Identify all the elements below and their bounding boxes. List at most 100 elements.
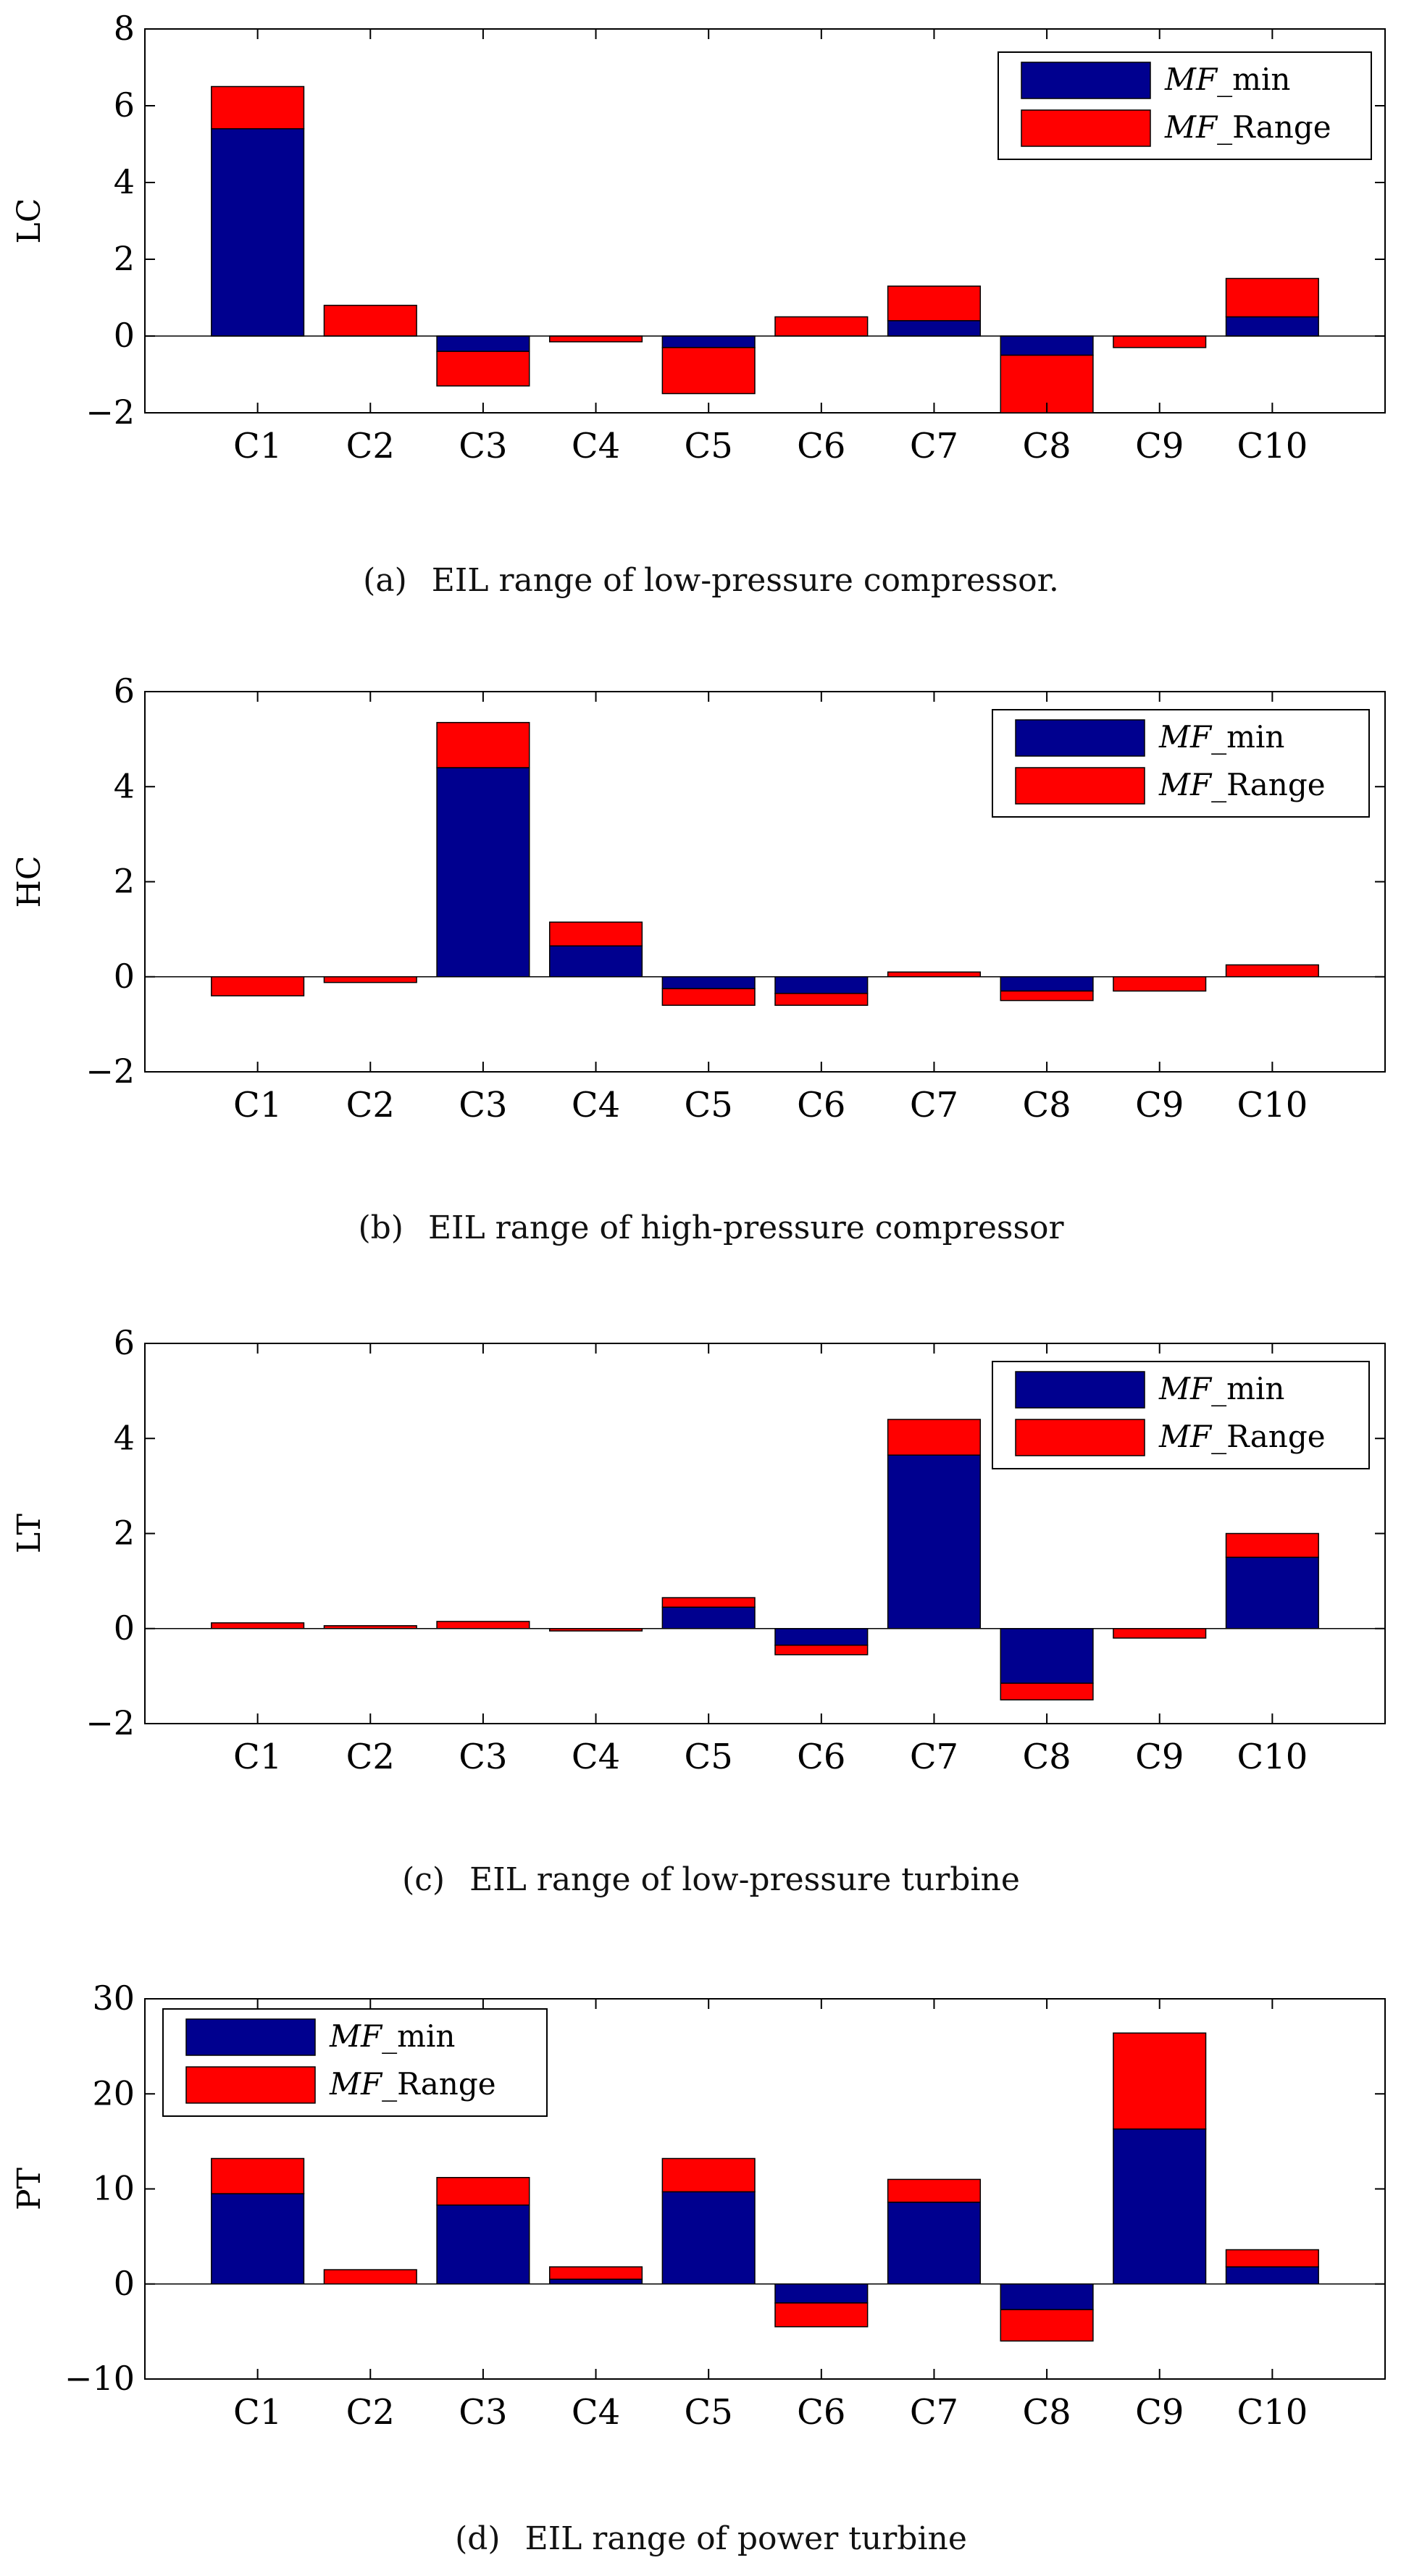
chart-b-xtick-label-c3: C3 bbox=[459, 1085, 507, 1125]
chart-d-bar-c9-mf-range bbox=[1113, 2032, 1207, 2130]
chart-a-axes-frame bbox=[144, 28, 1386, 414]
chart-b-legend-swatch-mf-min bbox=[1015, 719, 1145, 757]
panel-b: −2 0 2 4 6 HC C1 C2 C3 C4 C5 C6 C7 C8 C9 C10 MF_min MF_Ra… bbox=[0, 652, 1422, 1304]
chart-b-xtick-label-c2: C2 bbox=[346, 1085, 395, 1125]
chart-b-xtick-label-c9: C9 bbox=[1135, 1085, 1184, 1125]
chart-c-ytick-label: −2 bbox=[85, 1703, 135, 1742]
chart-b-bar-c6-mf-range bbox=[774, 992, 869, 1006]
chart-d-xtick-label-c8: C8 bbox=[1022, 2392, 1071, 2433]
chart-d: −10 0 10 20 30 PT C1 C2 C3 C4 C5 C6 C7 C8 C9 C10 MF_min M… bbox=[11, 1979, 1386, 2433]
chart-d-xtick-label-c1: C1 bbox=[233, 2392, 282, 2433]
chart-b-bar-c3-mf-range bbox=[436, 721, 530, 768]
chart-a-legend-label-mf-range: MF_Range bbox=[1164, 109, 1331, 145]
chart-a-bar-c1-mf-range bbox=[211, 85, 305, 130]
chart-a-bar-c5-mf-range bbox=[661, 347, 756, 395]
chart-c-xtick-label-c1: C1 bbox=[233, 1737, 282, 1777]
chart-a-ytick-label: 0 bbox=[114, 316, 135, 355]
chart-a-bar-c7-mf-range bbox=[887, 285, 982, 322]
panel-c: −2 0 2 4 6 LT C1 C2 C3 C4 C5 C6 C7 C8 C9 C10 MF_min MF_Ra… bbox=[0, 1304, 1422, 1955]
chart-a-xtick-label-c2: C2 bbox=[346, 426, 395, 466]
caption-b-label: (b) bbox=[358, 1209, 403, 1246]
chart-b-bar-c5-mf-range bbox=[661, 988, 756, 1006]
chart-b-xtick-label-c5: C5 bbox=[685, 1085, 733, 1125]
chart-d-bar-c8-mf-min bbox=[1000, 2283, 1094, 2310]
caption-c-text: EIL range of low-pressure turbine bbox=[469, 1861, 1020, 1898]
chart-c-xtick-label-c10: C10 bbox=[1237, 1737, 1308, 1777]
panel-d: −10 0 10 20 30 PT C1 C2 C3 C4 C5 C6 C7 C8 C9 C10 MF_min M… bbox=[0, 1955, 1422, 2576]
caption-b-text: EIL range of high-pressure compressor bbox=[427, 1209, 1064, 1246]
chart-c-ytick-label: 6 bbox=[114, 1323, 135, 1362]
chart-d-xtick-label-c2: C2 bbox=[346, 2392, 395, 2433]
chart-c-bar-c8-mf-min bbox=[1000, 1628, 1094, 1684]
chart-a-xtick-label-c5: C5 bbox=[685, 426, 733, 466]
chart-a-bar-c7-mf-min bbox=[887, 320, 982, 337]
chart-c-legend-swatch-mf-range bbox=[1015, 1419, 1145, 1456]
chart-c-bar-c1-mf-range bbox=[211, 1622, 305, 1629]
chart-c-legend-swatch-mf-min bbox=[1015, 1371, 1145, 1409]
chart-b-bar-c5-mf-min bbox=[661, 976, 756, 989]
chart-c-xtick-label-c8: C8 bbox=[1022, 1737, 1071, 1777]
chart-c-xtick-label-c2: C2 bbox=[346, 1737, 395, 1777]
chart-a-legend-swatch-mf-range bbox=[1021, 109, 1151, 147]
chart-a-xtick-label-c9: C9 bbox=[1135, 426, 1184, 466]
chart-c-bar-c10-mf-min bbox=[1225, 1556, 1319, 1629]
chart-d-xtick-label-c5: C5 bbox=[685, 2392, 733, 2433]
chart-c-ylabel: LT bbox=[11, 1514, 48, 1553]
chart-a-bar-c10-mf-range bbox=[1225, 277, 1319, 318]
chart-b-ytick-label: 2 bbox=[114, 862, 135, 901]
chart-d-bar-c8-mf-range bbox=[1000, 2309, 1094, 2342]
chart-d-legend-swatch-mf-range bbox=[185, 2066, 316, 2104]
chart-a-bar-c9-mf-range bbox=[1113, 335, 1207, 348]
chart-b-ytick-label: 4 bbox=[114, 766, 135, 805]
chart-d-ylabel: PT bbox=[11, 2168, 48, 2210]
caption-c-label: (c) bbox=[402, 1861, 446, 1898]
caption-c: (c) EIL range of low-pressure turbine bbox=[0, 1861, 1422, 1898]
chart-d-ytick-label: 0 bbox=[114, 2264, 135, 2303]
chart-c-xtick-label-c4: C4 bbox=[572, 1737, 620, 1777]
chart-c-bar-c9-mf-range bbox=[1113, 1628, 1207, 1639]
chart-b-bar-c8-mf-min bbox=[1000, 976, 1094, 992]
chart-b-bar-c4-mf-range bbox=[548, 921, 643, 947]
chart-d-bar-c6-mf-min bbox=[774, 2283, 869, 2304]
chart-c-bar-c7-mf-range bbox=[887, 1419, 982, 1456]
chart-d-bar-c3-mf-min bbox=[436, 2204, 530, 2285]
chart-b-bar-c10-mf-range bbox=[1225, 964, 1319, 978]
chart-d-bar-c5-mf-range bbox=[661, 2157, 756, 2193]
chart-a-xtick-label-c6: C6 bbox=[797, 426, 845, 466]
chart-a-ytick-label: 6 bbox=[114, 85, 135, 125]
chart-c-xtick-label-c7: C7 bbox=[910, 1737, 958, 1777]
chart-a-xtick-label-c1: C1 bbox=[233, 426, 282, 466]
chart-d-bar-c6-mf-range bbox=[774, 2302, 869, 2328]
chart-d-bar-c5-mf-min bbox=[661, 2191, 756, 2285]
chart-d-ytick-label: 20 bbox=[92, 2073, 135, 2113]
panel-a: −2 0 2 4 6 8 LC C1 C2 C3 C4 C5 C6 C7 C8 C9 C10 MF_min MF_R… bbox=[0, 0, 1422, 652]
chart-a-xtick-label-c10: C10 bbox=[1237, 426, 1308, 466]
chart-a-xtick-label-c8: C8 bbox=[1022, 426, 1071, 466]
chart-a-ytick-label: 2 bbox=[114, 239, 135, 278]
chart-c-ytick-label: 0 bbox=[114, 1608, 135, 1648]
chart-d-xtick-label-c4: C4 bbox=[572, 2392, 620, 2433]
chart-a-bar-c3-mf-min bbox=[436, 335, 530, 352]
chart-c-bar-c8-mf-range bbox=[1000, 1682, 1094, 1700]
chart-d-xtick-label-c6: C6 bbox=[797, 2392, 845, 2433]
chart-a-ytick-label: −2 bbox=[85, 393, 135, 432]
caption-b: (b) EIL range of high-pressure compressor bbox=[0, 1209, 1422, 1246]
chart-b-ytick-label: −2 bbox=[85, 1052, 135, 1091]
chart-d-legend-label-mf-min: MF_min bbox=[329, 2018, 455, 2054]
chart-a-bar-c10-mf-min bbox=[1225, 316, 1319, 337]
chart-d-bar-c2-mf-range bbox=[323, 2269, 417, 2285]
chart-a-bar-c6-mf-range bbox=[774, 316, 869, 337]
chart-a-ytick-label: 4 bbox=[114, 162, 135, 201]
chart-b-ytick-label: 6 bbox=[114, 671, 135, 710]
chart-c-xtick-label-c5: C5 bbox=[685, 1737, 733, 1777]
chart-c-ytick-label: 2 bbox=[114, 1514, 135, 1553]
chart-c-bar-c6-mf-min bbox=[774, 1628, 869, 1646]
chart-b-xtick-label-c7: C7 bbox=[910, 1085, 958, 1125]
caption-a-label: (a) bbox=[363, 562, 407, 599]
chart-c-bar-c10-mf-range bbox=[1225, 1532, 1319, 1558]
chart-d-bar-c10-mf-range bbox=[1225, 2249, 1319, 2267]
caption-d-text: EIL range of power turbine bbox=[524, 2520, 967, 2557]
chart-d-bar-c1-mf-range bbox=[211, 2157, 305, 2194]
chart-b-bar-c4-mf-min bbox=[548, 945, 643, 978]
chart-d-ytick-label: −10 bbox=[64, 2359, 135, 2398]
